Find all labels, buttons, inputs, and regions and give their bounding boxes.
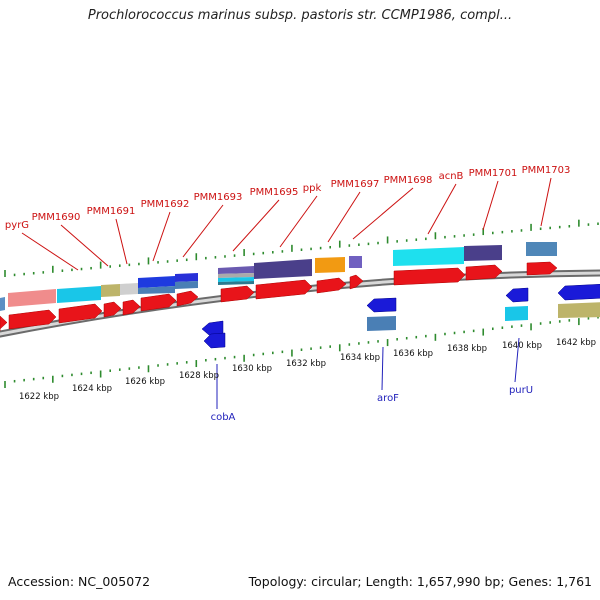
gene-label: PMM1693 bbox=[194, 192, 243, 203]
gene-label: purU bbox=[509, 385, 533, 396]
kbp-label: 1632 kbp bbox=[286, 359, 326, 369]
forward-gene-arrow bbox=[122, 299, 141, 316]
gene-label: PMM1697 bbox=[331, 179, 380, 190]
feature-block bbox=[218, 281, 254, 285]
gene-label: PMM1691 bbox=[87, 206, 136, 217]
feature-block bbox=[175, 273, 198, 282]
feature-block bbox=[349, 256, 362, 268]
gene-label: PMM1698 bbox=[384, 175, 433, 186]
kbp-label: 1636 kbp bbox=[393, 349, 433, 359]
label-leader-line bbox=[514, 337, 520, 383]
gene-label: PMM1695 bbox=[250, 187, 299, 198]
feature-block bbox=[505, 306, 528, 321]
forward-gene-arrow bbox=[316, 277, 347, 294]
kbp-label: 1642 kbp bbox=[556, 338, 596, 348]
forward-gene-arrow bbox=[349, 274, 364, 290]
label-leader-line bbox=[21, 232, 79, 271]
forward-gene-arrow bbox=[465, 264, 503, 281]
kbp-label: 1630 kbp bbox=[232, 364, 272, 374]
kbp-label: 1626 kbp bbox=[125, 377, 165, 387]
feature-block bbox=[218, 277, 254, 282]
label-leader-line bbox=[352, 187, 414, 240]
feature-block bbox=[315, 257, 345, 273]
forward-gene-arrow bbox=[526, 261, 558, 276]
label-leader-line bbox=[152, 211, 171, 262]
forward-gene-arrow bbox=[8, 309, 57, 330]
label-leader-line bbox=[427, 183, 457, 235]
feature-block bbox=[120, 283, 138, 295]
reverse-gene-arrows bbox=[201, 283, 600, 349]
forward-gene-arrow bbox=[255, 279, 313, 300]
gene-label: acnB bbox=[439, 171, 464, 182]
feature-blocks bbox=[0, 242, 600, 349]
gene-label: aroF bbox=[377, 393, 399, 404]
forward-gene-arrow bbox=[58, 303, 103, 324]
feature-block bbox=[8, 289, 56, 307]
feature-block bbox=[218, 266, 254, 274]
feature-block bbox=[254, 259, 312, 279]
gene-label: PMM1690 bbox=[32, 212, 81, 223]
kbp-label: 1638 kbp bbox=[447, 344, 487, 354]
feature-block bbox=[175, 281, 198, 289]
label-leader-line bbox=[60, 224, 109, 267]
kbp-label: 1640 kbp bbox=[502, 341, 542, 351]
forward-gene-arrow bbox=[220, 285, 255, 303]
feature-block bbox=[138, 286, 175, 294]
label-leader-line bbox=[182, 204, 224, 258]
reverse-gene-labels: cobA aroF purU bbox=[211, 337, 533, 423]
kbp-label: 1622 kbp bbox=[19, 392, 59, 402]
gene-label: ppk bbox=[303, 183, 322, 194]
kbp-scale-labels: 1622 kbp 1624 kbp 1626 kbp 1628 kbp 1630 kbp… bbox=[19, 338, 596, 402]
annotation-row-reverse bbox=[367, 302, 600, 331]
gene-label: PMM1701 bbox=[469, 168, 518, 179]
gene-label: PMM1703 bbox=[522, 165, 571, 176]
gene-label: PMM1692 bbox=[141, 199, 190, 210]
reverse-gene-arrow bbox=[557, 283, 600, 301]
forward-gene-arrow bbox=[393, 267, 466, 286]
label-leader-line bbox=[279, 195, 318, 248]
tick-marks bbox=[4, 219, 599, 388]
feature-block bbox=[526, 242, 557, 256]
genome-title: Prochlorococcus marinus subsp. pastoris … bbox=[87, 8, 513, 23]
label-leader-line bbox=[327, 191, 361, 243]
kbp-label: 1634 kbp bbox=[340, 353, 380, 363]
forward-gene-arrow bbox=[140, 293, 177, 312]
accession-label: Accession: NC_005072 bbox=[8, 574, 151, 589]
reverse-gene-arrow bbox=[366, 297, 397, 313]
gene-label: cobA bbox=[211, 412, 236, 423]
topology-summary: Topology: circular; Length: 1,657,990 bp… bbox=[248, 574, 592, 589]
label-leader-line bbox=[540, 177, 552, 227]
label-leader-line bbox=[232, 199, 280, 252]
reverse-gene-arrow bbox=[203, 332, 226, 349]
feature-block bbox=[57, 286, 101, 303]
feature-block bbox=[464, 245, 502, 261]
feature-block bbox=[393, 247, 464, 266]
kbp-label: 1628 kbp bbox=[179, 371, 219, 381]
annotation-row-forward bbox=[0, 242, 557, 311]
forward-gene-arrows bbox=[0, 261, 558, 331]
label-leader-line bbox=[115, 218, 128, 265]
forward-gene-arrow bbox=[103, 301, 122, 318]
feature-block bbox=[138, 276, 175, 288]
forward-gene-arrow bbox=[0, 315, 8, 331]
reverse-gene-arrow bbox=[505, 287, 529, 303]
feature-block bbox=[367, 316, 396, 331]
feature-block bbox=[218, 273, 254, 278]
feature-block bbox=[101, 284, 120, 297]
feature-block bbox=[0, 297, 5, 311]
label-leader-line bbox=[381, 346, 384, 391]
label-leader-line bbox=[482, 180, 499, 231]
feature-block bbox=[558, 302, 600, 318]
reverse-gene-arrow bbox=[201, 320, 224, 336]
forward-gene-arrow bbox=[176, 290, 199, 307]
gene-label: pyrG bbox=[5, 220, 29, 231]
kbp-label: 1624 kbp bbox=[72, 384, 112, 394]
